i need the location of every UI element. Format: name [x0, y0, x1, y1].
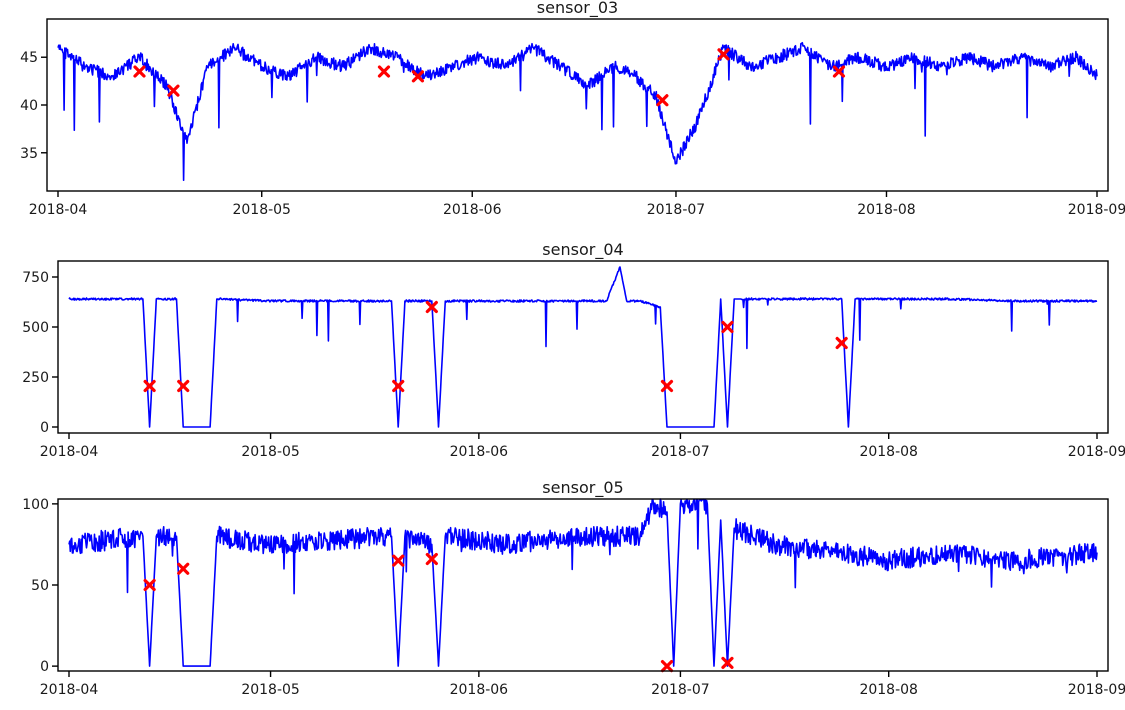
x-tick-label: 2018-06 [450, 444, 509, 460]
plot-frame [46, 18, 1109, 192]
series-line [68, 498, 1098, 667]
x-tick-label: 2018-04 [40, 682, 99, 698]
panel-sensor-03: sensor_03 35 40 45 2018-04 2018-05 2018-06 2018… [20, 0, 1125, 218]
panel-sensor-05: sensor_05 0 50 100 2018-04 2018-05 2018-06 2018… [22, 478, 1125, 698]
anomaly-marker [835, 336, 848, 350]
anomaly-marker [167, 84, 180, 97]
x-tick-label: 2018-07 [647, 202, 706, 218]
anomaly-marker [177, 379, 190, 393]
x-tick-label: 2018-05 [241, 444, 300, 460]
anomaly-marker [656, 94, 669, 107]
anomaly-marker [377, 65, 391, 78]
panel-sensor-04: sensor_04 0 250 500 750 2018-04 2018-05 2018-06… [22, 240, 1125, 460]
y-tick-label: 35 [20, 146, 38, 162]
x-tick-label: 2018-04 [40, 444, 99, 460]
anomaly-marker [660, 379, 674, 393]
anomaly-marker [143, 379, 156, 393]
x-tick-label: 2018-05 [241, 682, 300, 698]
x-tick-label: 2018-05 [232, 202, 291, 218]
x-tick-label: 2018-08 [859, 444, 918, 460]
x-tick-label: 2018-09 [1068, 682, 1125, 698]
chart-title: sensor_04 [542, 240, 623, 260]
anomaly-marker [392, 554, 405, 567]
x-tick-label: 2018-06 [443, 202, 502, 218]
anomaly-marker [143, 578, 156, 592]
x-tick-label: 2018-08 [859, 682, 918, 698]
y-tick-label: 40 [20, 98, 38, 114]
chart-title: sensor_03 [537, 0, 618, 18]
chart-title: sensor_05 [542, 478, 623, 498]
anomaly-marker [832, 65, 846, 78]
x-tick-label: 2018-09 [1068, 202, 1125, 218]
anomaly-marker [721, 656, 734, 669]
x-tick-label: 2018-04 [29, 202, 88, 218]
anomaly-marker [721, 320, 734, 334]
anomaly-marker [425, 300, 438, 314]
plot-frame [57, 260, 1109, 434]
y-tick-label: 50 [31, 578, 49, 594]
series-line [57, 41, 1098, 181]
y-tick-label: 0 [40, 659, 49, 675]
anomaly-marker [177, 562, 190, 575]
x-tick-label: 2018-07 [651, 444, 710, 460]
x-tick-label: 2018-09 [1068, 444, 1125, 460]
y-tick-label: 100 [22, 497, 49, 513]
y-tick-label: 500 [22, 320, 49, 336]
anomaly-marker [392, 379, 405, 393]
anomaly-marker [425, 552, 438, 566]
anomaly-marker [717, 48, 730, 61]
series-line [68, 266, 1098, 428]
y-tick-label: 750 [22, 270, 49, 286]
y-tick-label: 45 [20, 50, 38, 66]
anomaly-marker [660, 660, 674, 673]
anomaly-marker [411, 70, 425, 83]
x-tick-label: 2018-06 [450, 682, 509, 698]
x-tick-label: 2018-08 [857, 202, 916, 218]
y-tick-label: 0 [40, 420, 49, 436]
y-tick-label: 250 [22, 370, 49, 386]
anomaly-marker [133, 65, 146, 78]
plot-frame [57, 498, 1109, 672]
x-tick-label: 2018-07 [651, 682, 710, 698]
